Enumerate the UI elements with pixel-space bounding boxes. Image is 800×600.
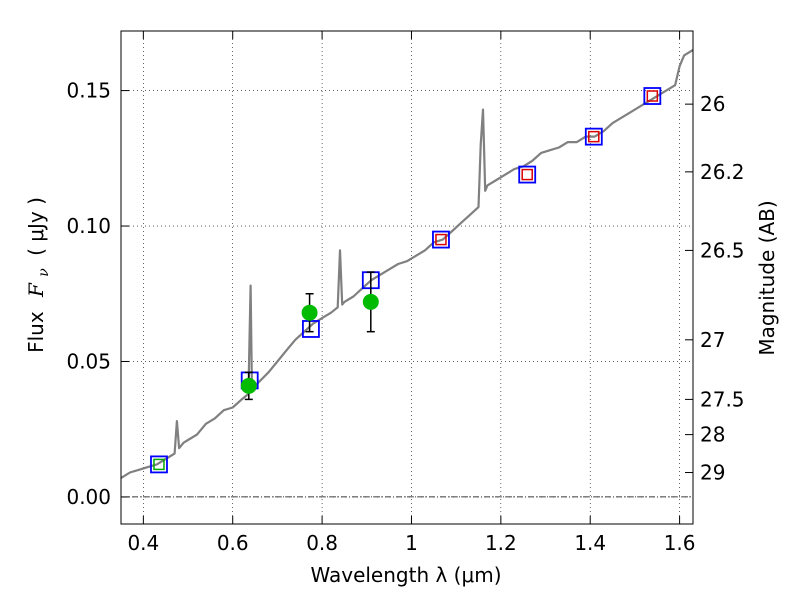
y-axis: 0.00 0.05 0.10 0.15 <box>66 79 129 509</box>
square-marker <box>435 233 447 246</box>
y-tick-label: 0.10 <box>66 214 111 238</box>
magnitude-tick-label: 27 <box>700 328 725 352</box>
square-marker <box>521 168 533 181</box>
magnitude-tick-label: 26 <box>700 92 725 116</box>
plot-region <box>121 49 693 479</box>
magnitude-tick-label: 27.5 <box>700 387 745 411</box>
x-tick-label: 1.4 <box>574 531 606 555</box>
x-axis: 0.4 0.6 0.8 1 1.2 1.4 1.6 <box>127 31 696 555</box>
y-tick-label: 0.05 <box>66 349 111 373</box>
observed-point <box>240 377 257 394</box>
y-axis-title-symbol: F <box>24 282 48 298</box>
x-tick-label: 1.2 <box>485 531 517 555</box>
markers <box>150 87 662 474</box>
observed-point <box>301 304 318 321</box>
x-tick-label: 1 <box>405 531 418 555</box>
magnitude-tick-label: 28 <box>700 423 725 447</box>
magnitude-tick-label: 26.5 <box>700 238 745 262</box>
secondary-y-axis: 26 26.2 26.5 27 27.5 28 29 <box>685 92 745 485</box>
x-tick-label: 0.6 <box>217 531 249 555</box>
magnitude-tick-label: 29 <box>700 461 725 485</box>
y-axis-title-subscript: ν <box>36 268 52 277</box>
x-tick-label: 0.4 <box>127 531 159 555</box>
square-marker <box>153 458 165 471</box>
square-marker <box>646 90 659 102</box>
x-tick-label: 0.8 <box>306 531 338 555</box>
x-axis-title: Wavelength λ (μm) <box>310 563 501 587</box>
y-tick-label: 0.00 <box>66 485 111 509</box>
square-marker <box>643 87 662 105</box>
square-marker <box>150 455 168 474</box>
plot-frame <box>120 30 694 525</box>
square-marker <box>584 127 603 146</box>
x-tick-label: 1.6 <box>664 531 696 555</box>
observed-point <box>362 293 379 310</box>
y-tick-label: 0.15 <box>66 79 111 103</box>
y-axis-title: Flux F ν ( μJy ) <box>24 197 53 353</box>
secondary-y-axis-title: Magnitude (AB) <box>755 200 779 355</box>
y-axis-title-prefix: Flux <box>24 311 48 353</box>
magnitude-tick-label: 26.2 <box>700 160 745 184</box>
square-marker <box>432 230 450 249</box>
square-marker <box>302 320 320 338</box>
square-marker <box>518 165 537 184</box>
square-marker <box>588 130 600 143</box>
y-axis-title-units: ( μJy ) <box>24 197 48 256</box>
